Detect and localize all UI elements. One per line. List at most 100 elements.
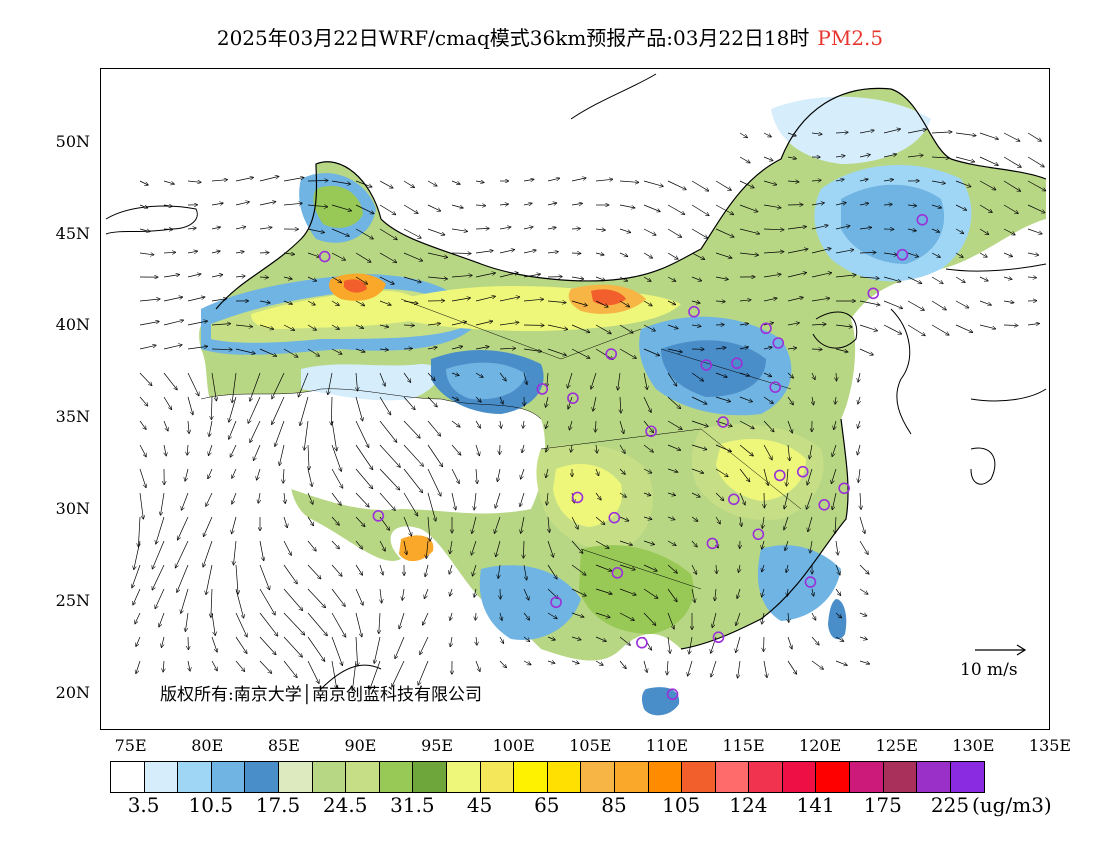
wind-vector <box>547 564 557 579</box>
wind-vector <box>163 180 174 184</box>
wind-vector <box>155 588 165 608</box>
wind-vector <box>497 468 501 481</box>
wind-vector <box>1003 180 1020 191</box>
wind-vector <box>739 180 754 188</box>
wind-vector <box>859 203 869 205</box>
wind-vector <box>235 325 252 327</box>
wind-vector <box>667 300 675 305</box>
wind-vector <box>859 277 879 278</box>
wind-vector <box>835 325 852 327</box>
wind-vector <box>427 228 445 235</box>
wind-vector <box>643 517 652 519</box>
wind-vector <box>187 228 196 229</box>
wind-vector <box>739 420 754 429</box>
wind-vector <box>272 372 285 399</box>
wind-vector <box>136 660 141 673</box>
wind-vector <box>355 204 374 214</box>
wind-vector <box>187 251 197 253</box>
wind-vector <box>283 300 292 304</box>
wind-vector <box>304 420 309 450</box>
wind-vector <box>133 588 141 605</box>
wind-vector <box>139 180 148 185</box>
wind-vector <box>204 516 213 536</box>
wind-vector <box>907 155 923 157</box>
wind-vector <box>931 228 939 232</box>
wind-vector <box>163 420 168 431</box>
wind-vector <box>715 372 727 377</box>
wind-vector <box>547 301 566 303</box>
wind-vector <box>331 636 342 665</box>
city-marker <box>536 383 549 395</box>
colorbar-swatch <box>648 762 683 792</box>
wind-vector <box>667 493 675 495</box>
wind-vector <box>152 564 165 590</box>
wind-vector <box>211 203 223 205</box>
wind-vector <box>883 129 900 134</box>
wind-vector <box>300 396 309 425</box>
colorbar-label: 141 <box>796 793 835 817</box>
wind-vector <box>691 516 698 521</box>
wind-vector <box>259 301 270 303</box>
wind-vector <box>206 564 213 594</box>
wind-vector <box>331 348 342 354</box>
wind-vector <box>211 227 220 229</box>
wind-vector <box>739 132 747 138</box>
longitude-tick-label: 80E <box>191 736 224 755</box>
wind-vector <box>403 540 407 554</box>
wind-vector <box>182 492 189 510</box>
wind-vector <box>331 252 345 260</box>
wind-vector <box>595 516 605 524</box>
wind-vector <box>595 660 603 665</box>
wind-vector <box>595 229 605 230</box>
wind-vector <box>331 660 337 688</box>
wind-vector <box>619 420 624 433</box>
wind-vector <box>1027 180 1046 191</box>
wind-vector <box>187 396 193 415</box>
wind-vector <box>979 300 991 305</box>
wind-vector <box>619 181 639 182</box>
wind-vector <box>379 564 383 575</box>
wind-vector <box>187 372 199 396</box>
wind-vector <box>473 564 477 576</box>
wind-vector <box>163 297 182 302</box>
wind-vector <box>379 204 396 215</box>
wind-vector <box>355 444 373 470</box>
colorbar-swatch <box>850 762 884 792</box>
city-marker <box>728 493 740 506</box>
wind-vector <box>763 660 767 677</box>
wind-vector <box>331 492 341 505</box>
wind-vector <box>595 276 605 280</box>
colorbar-label: 105 <box>662 793 701 817</box>
wind-vector <box>691 252 705 259</box>
wind-vector <box>1003 277 1012 279</box>
wind-vector <box>474 588 476 597</box>
wind-vector <box>715 180 731 190</box>
colorbar-label: 175 <box>863 793 902 817</box>
wind-vector <box>643 660 647 672</box>
wind-vector <box>1027 228 1042 234</box>
wind-vector <box>188 660 190 671</box>
wind-vector <box>379 180 393 188</box>
city-marker <box>867 287 880 300</box>
wind-vector <box>619 636 630 645</box>
wind-vector <box>187 181 201 182</box>
wind-reference-arrow <box>975 644 1027 656</box>
wind-vector <box>619 516 629 521</box>
wind-vector <box>739 396 752 402</box>
wind-vector <box>476 468 477 483</box>
wind-vector <box>211 636 217 652</box>
wind-vector <box>379 420 397 442</box>
wind-vector <box>812 588 814 596</box>
wind-vector <box>355 276 367 284</box>
wind-vector <box>643 468 652 473</box>
wind-vector <box>931 252 940 257</box>
wind-vector <box>523 540 524 558</box>
colorbar-label: 24.5 <box>322 793 368 817</box>
wind-vector <box>206 492 213 506</box>
wind-vector <box>521 468 525 479</box>
wind-vector <box>619 276 627 281</box>
wind-vector <box>475 251 493 254</box>
wind-vector <box>139 322 159 326</box>
wind-vector <box>307 324 316 330</box>
wind-vector <box>739 468 750 482</box>
